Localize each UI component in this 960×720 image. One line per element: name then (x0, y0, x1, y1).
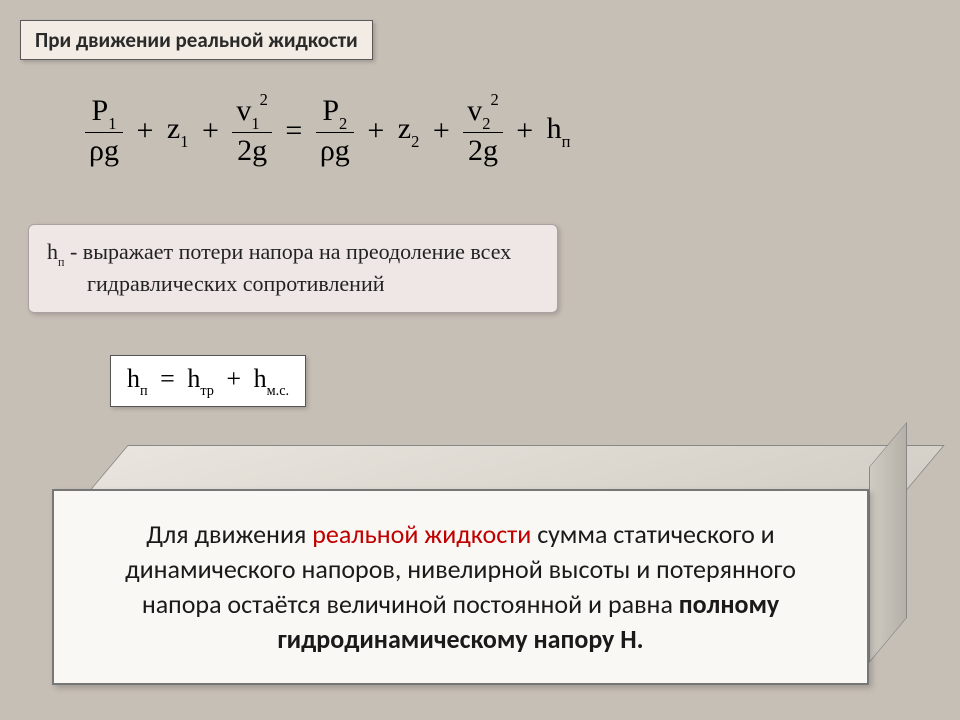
summary-3d-top-face (90, 445, 945, 490)
explain-line1: - выражает потери напора на преодоление … (64, 239, 511, 264)
summary-block: Для движения реальной жидкости сумма ста… (52, 445, 907, 685)
summary-red: реальной жидкости (312, 518, 531, 550)
title-box: При движении реальной жидкости (20, 20, 373, 60)
summary-part1: Для движения (146, 518, 312, 550)
title-text: При движении реальной жидкости (35, 27, 358, 53)
head-loss-components: hп = hтр + hм.с. (110, 355, 306, 407)
hp-symbol: hп (47, 239, 64, 264)
bernoulli-equation: P1ρg + z1 + v122g = P2ρg + z2 + v222g + … (85, 95, 571, 167)
summary-text-box: Для движения реальной жидкости сумма ста… (52, 489, 869, 685)
head-loss-explanation: hп - выражает потери напора на преодолен… (28, 224, 558, 313)
explain-line2: гидравлических сопротивлений (87, 269, 385, 299)
